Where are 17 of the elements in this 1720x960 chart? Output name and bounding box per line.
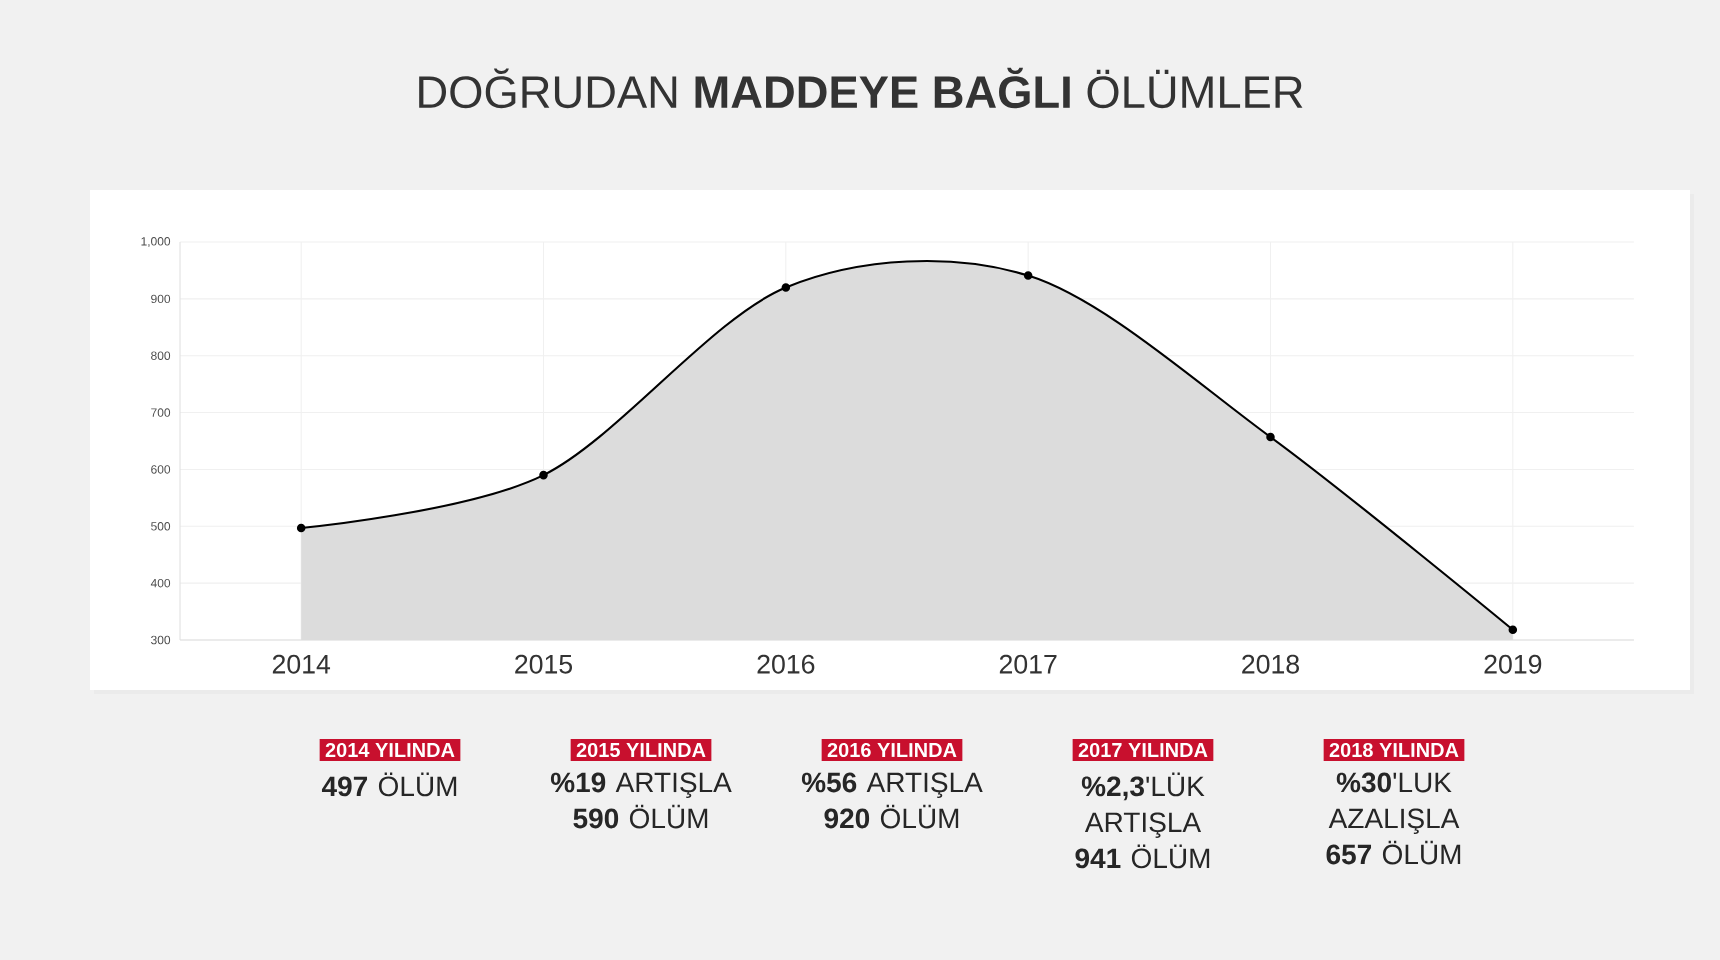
x-tick-label: 2017 [999,654,1057,674]
x-tick-label: 2014 [272,654,331,674]
x-tick-label: 2016 [757,654,815,674]
chart-title: DOĞRUDAN MADDEYE BAĞLI ÖLÜMLER [419,67,1303,109]
text: 2015 YILINDA [576,742,706,758]
text: 2017 YILINDA [1078,742,1208,758]
text: %19 ARTIŞLA 590 ÖLÜM [550,772,732,829]
x-tick-label: 2018 [1242,654,1299,674]
text: 2016 YILINDA [827,742,957,758]
text: 497 ÖLÜM [321,772,457,797]
x-tick-label: 2019 [1484,654,1542,674]
text: %30'LUK AZALIŞLA 657 ÖLÜM [1326,772,1461,865]
text: %56 ARTIŞLA 920 ÖLÜM [801,772,983,829]
text: 2014 YILINDA [325,742,455,758]
text: %2,3'LÜK ARTIŞLA 941 ÖLÜM [1075,772,1210,869]
x-tick-label: 2015 [515,654,573,674]
text: 2018 YILINDA [1329,742,1459,758]
